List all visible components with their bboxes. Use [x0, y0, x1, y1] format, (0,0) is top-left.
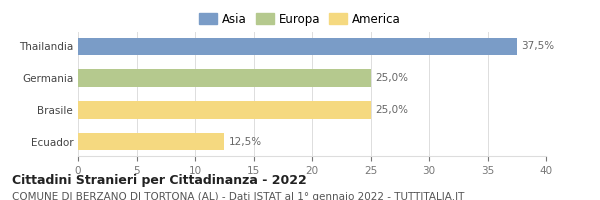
Text: COMUNE DI BERZANO DI TORTONA (AL) - Dati ISTAT al 1° gennaio 2022 - TUTTITALIA.I: COMUNE DI BERZANO DI TORTONA (AL) - Dati… — [12, 192, 464, 200]
Bar — [78, 133, 224, 150]
Text: Cittadini Stranieri per Cittadinanza - 2022: Cittadini Stranieri per Cittadinanza - 2… — [12, 174, 307, 187]
Text: 25,0%: 25,0% — [375, 73, 408, 83]
Text: 25,0%: 25,0% — [375, 105, 408, 115]
Bar — [78, 38, 517, 55]
Text: 37,5%: 37,5% — [521, 41, 554, 51]
Text: 12,5%: 12,5% — [229, 137, 262, 147]
Bar — [78, 101, 371, 119]
Legend: Asia, Europa, America: Asia, Europa, America — [194, 8, 406, 30]
Bar — [78, 69, 371, 87]
